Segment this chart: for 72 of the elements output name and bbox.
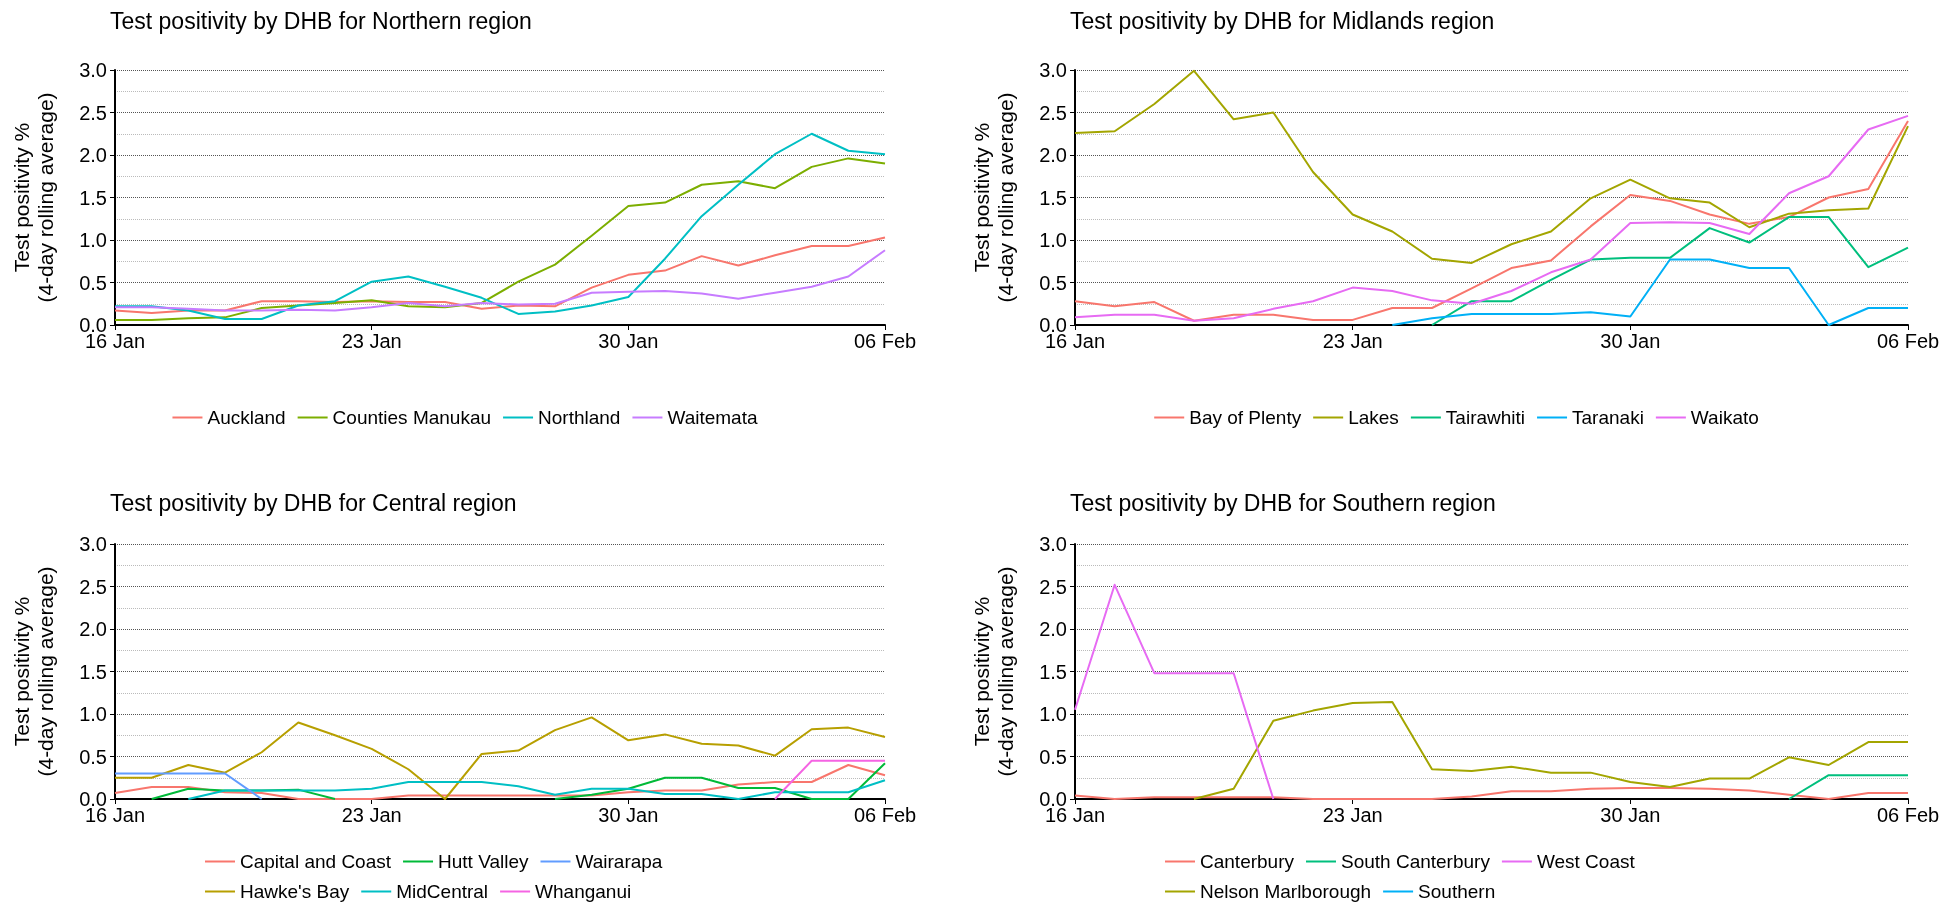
legend-label: Canterbury (1200, 851, 1295, 872)
y-axis-title: Test positivity % (4-day rolling average) (969, 92, 1017, 303)
y-tick-label: 0.5 (79, 271, 107, 294)
chart-title: Test positivity by DHB for Midlands region (1070, 7, 1495, 34)
legend-label: MidCentral (396, 881, 489, 902)
x-tick-label: 23 Jan (341, 330, 402, 352)
legend-label: Tairawhiti (1445, 407, 1526, 428)
legend-label: Lakes (1348, 407, 1399, 428)
x-tick-label: 06 Feb (853, 330, 917, 352)
legend-label: Nelson Marlborough (1200, 881, 1372, 902)
y-tick-label: 2.5 (1039, 101, 1067, 124)
y-tick-label: 2.0 (1039, 618, 1067, 640)
y-tick-label: 1.0 (79, 703, 107, 725)
legend-label: Counties Manukau (332, 407, 492, 428)
line-series (1431, 216, 1909, 326)
legend-label: Northland (538, 407, 621, 428)
legend-label: Auckland (207, 407, 286, 428)
x-tick-label: 30 Jan (1600, 804, 1661, 826)
line-series (114, 249, 886, 312)
x-tick-label: 06 Feb (1876, 804, 1940, 826)
y-tick-label: 2.0 (79, 618, 107, 640)
y-tick-label: 1.0 (1039, 229, 1067, 251)
y-tick-label: 2.5 (79, 575, 107, 598)
y-tick-label: 1.0 (1039, 703, 1067, 725)
line-series (1391, 258, 1909, 326)
legend-label: South Canterbury (1340, 851, 1491, 872)
y-tick-label: 1.5 (79, 186, 107, 209)
x-tick-label: 23 Jan (1322, 804, 1383, 826)
y-tick-label: 0.5 (79, 745, 107, 768)
legend-label: Taranaki (1572, 407, 1644, 428)
y-tick-label: 0.5 (1039, 745, 1067, 768)
chart-title: Test positivity by DHB for Southern region (1070, 489, 1496, 516)
legend-label: Waitemata (667, 407, 758, 428)
y-axis-title: Test positivity % (4-day rolling average) (969, 566, 1017, 777)
y-tick-label: 1.5 (1039, 660, 1067, 683)
y-tick-label: 3.0 (1039, 533, 1067, 555)
x-tick-label: 06 Feb (853, 804, 917, 826)
line-series (1193, 701, 1909, 800)
y-tick-label: 2.5 (1039, 575, 1067, 598)
y-tick-label: 2.0 (79, 144, 107, 166)
legend-label: Capital and Coast (240, 851, 392, 872)
chart-title: Test positivity by DHB for Central region (110, 489, 517, 516)
y-tick-label: 1.5 (1039, 186, 1067, 209)
y-tick-label: 2.5 (79, 101, 107, 124)
x-tick-label: 30 Jan (598, 804, 659, 826)
legend-label: Waikato (1690, 407, 1759, 428)
x-tick-label: 06 Feb (1876, 330, 1940, 352)
legend-label: Bay of Plenty (1189, 407, 1302, 428)
x-tick-label: 30 Jan (1600, 330, 1661, 352)
legend-label: Southern (1418, 881, 1496, 902)
line-series (187, 779, 886, 800)
x-tick-label: 23 Jan (341, 804, 402, 826)
legend-label: Whanganui (535, 881, 632, 902)
y-tick-label: 3.0 (1039, 59, 1067, 81)
x-tick-label: 30 Jan (598, 330, 659, 352)
line-series (114, 236, 886, 315)
y-axis-title: Test positivity % (4-day rolling average) (9, 566, 57, 777)
legend-label: Hawke's Bay (240, 881, 350, 902)
chart-title: Test positivity by DHB for Northern region (110, 7, 532, 34)
x-tick-label: 23 Jan (1322, 330, 1383, 352)
y-tick-label: 3.0 (79, 59, 107, 81)
y-tick-label: 3.0 (79, 533, 107, 555)
y-axis-title: Test positivity % (4-day rolling average) (9, 92, 57, 303)
line-series (1074, 69, 1909, 264)
legend-label: West Coast (1536, 851, 1636, 872)
y-tick-label: 1.5 (79, 660, 107, 683)
legend-label: Hutt Valley (438, 851, 529, 872)
y-tick-label: 1.0 (79, 229, 107, 251)
y-tick-label: 0.5 (1039, 271, 1067, 294)
legend-label: Wairarapa (575, 851, 663, 872)
y-tick-label: 2.0 (1039, 144, 1067, 166)
line-series (1074, 583, 1275, 800)
